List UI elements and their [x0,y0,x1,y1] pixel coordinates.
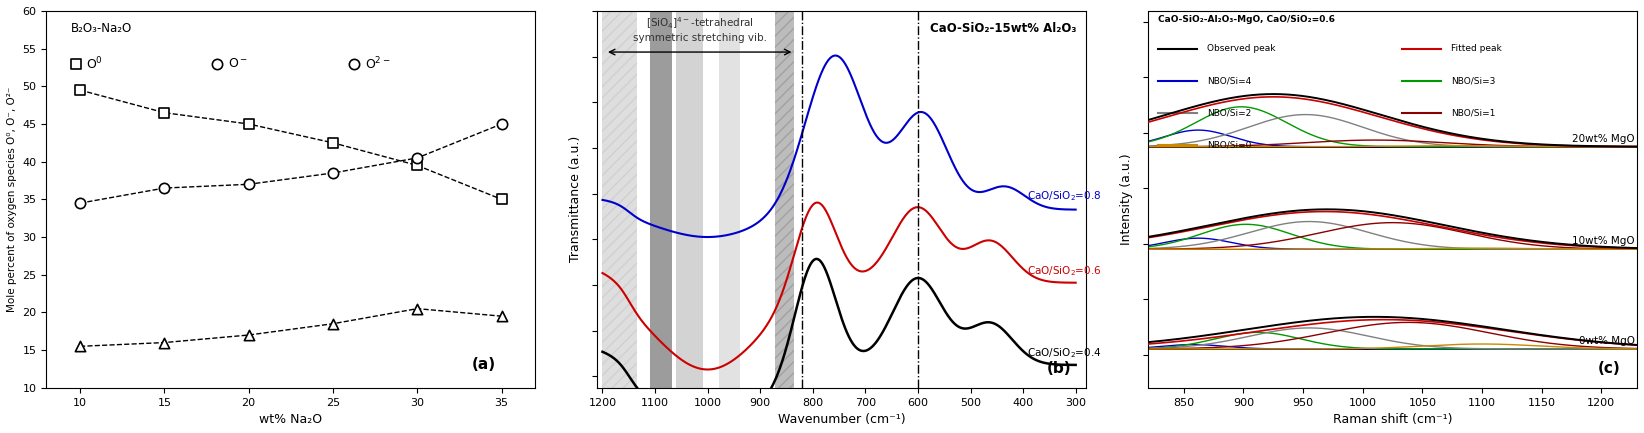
Text: NBO/Si=2: NBO/Si=2 [1207,108,1251,117]
Text: [SiO$_4$]$^{4-}$-tetrahedral
symmetric stretching vib.: [SiO$_4$]$^{4-}$-tetrahedral symmetric s… [633,16,766,43]
Point [404,305,431,312]
Bar [718,11,740,388]
Text: 20wt% MgO: 20wt% MgO [1572,134,1634,144]
Point [342,60,368,67]
Point [488,196,515,203]
Text: B₂O₃-Na₂O: B₂O₃-Na₂O [71,22,132,35]
Text: $\rm O^0$: $\rm O^0$ [85,55,104,72]
X-axis label: Wavenumber (cm⁻¹): Wavenumber (cm⁻¹) [778,413,906,426]
Point [321,169,347,176]
Text: (b): (b) [1047,361,1072,376]
Y-axis label: Intensity (a.u.): Intensity (a.u.) [1120,154,1133,245]
Point [235,120,261,127]
Point [151,339,178,346]
Point [404,162,431,169]
Bar [649,11,672,388]
Point [488,313,515,320]
Text: NBO/Si=4: NBO/Si=4 [1207,76,1251,85]
Point [67,200,94,207]
Text: CaO/SiO$_2$=0.6: CaO/SiO$_2$=0.6 [1028,264,1101,278]
Text: CaO/SiO$_2$=0.8: CaO/SiO$_2$=0.8 [1028,190,1101,204]
Point [62,60,89,67]
Text: Observed peak: Observed peak [1207,44,1276,53]
Point [235,332,261,339]
Point [404,155,431,162]
Text: NBO/Si=3: NBO/Si=3 [1452,76,1496,85]
Text: NBO/Si=1: NBO/Si=1 [1452,108,1496,117]
Text: $\rm O^-$: $\rm O^-$ [227,57,248,70]
Text: NBO/Si=0: NBO/Si=0 [1207,140,1251,149]
Point [321,320,347,327]
Point [151,109,178,116]
X-axis label: Raman shift (cm⁻¹): Raman shift (cm⁻¹) [1333,413,1452,426]
Point [67,87,94,94]
Text: CaO-SiO₂-Al₂O₃-MgO, CaO/SiO₂=0.6: CaO-SiO₂-Al₂O₃-MgO, CaO/SiO₂=0.6 [1157,15,1335,24]
Point [488,120,515,127]
Text: (c): (c) [1598,361,1621,376]
X-axis label: wt% Na₂O: wt% Na₂O [260,413,322,426]
Point [67,343,94,350]
Bar [774,11,794,388]
Point [151,184,178,191]
Point [204,60,230,67]
Text: Fitted peak: Fitted peak [1452,44,1503,53]
Bar [602,11,636,388]
Text: (a): (a) [472,357,496,372]
Text: CaO-SiO₂-15wt% Al₂O₃: CaO-SiO₂-15wt% Al₂O₃ [931,22,1077,35]
Y-axis label: Mole percent of oxygen species O⁰, O⁻, O²⁻: Mole percent of oxygen species O⁰, O⁻, O… [7,87,16,312]
Text: CaO/SiO$_2$=0.4: CaO/SiO$_2$=0.4 [1028,346,1101,360]
Bar [676,11,704,388]
Text: 10wt% MgO: 10wt% MgO [1572,236,1634,246]
Point [235,181,261,188]
Point [321,139,347,146]
Text: 0wt% MgO: 0wt% MgO [1578,336,1634,346]
Y-axis label: Transmittance (a.u.): Transmittance (a.u.) [569,136,582,262]
Text: $\rm O^{2-}$: $\rm O^{2-}$ [365,55,390,72]
